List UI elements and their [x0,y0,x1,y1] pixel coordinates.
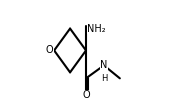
Text: H: H [101,74,107,83]
Text: N: N [100,60,108,70]
Text: NH₂: NH₂ [87,24,106,34]
Text: O: O [82,90,90,100]
Text: O: O [46,45,53,55]
